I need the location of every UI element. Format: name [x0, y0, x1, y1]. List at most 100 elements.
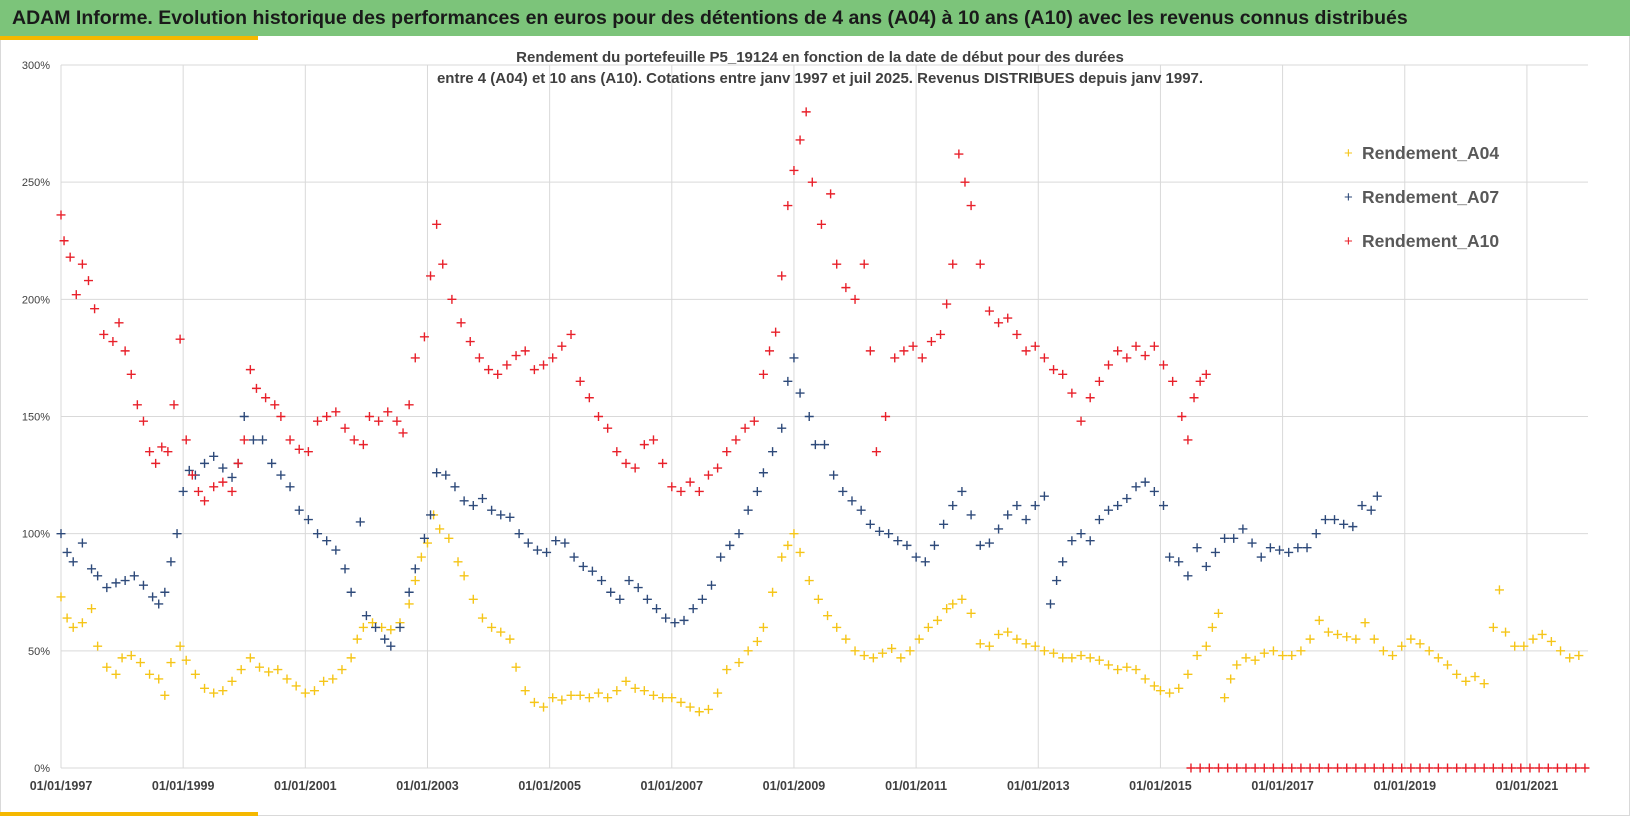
data-point [932, 615, 942, 625]
data-point [865, 519, 875, 529]
data-point [1201, 369, 1211, 379]
data-point [1039, 646, 1049, 656]
data-point [477, 494, 487, 504]
data-point [722, 447, 732, 457]
data-point [639, 440, 649, 450]
data-point [630, 683, 640, 693]
data-point [1552, 763, 1562, 773]
data-point [1131, 665, 1141, 675]
data-point [1003, 627, 1013, 637]
data-point [594, 688, 604, 698]
data-point [1443, 660, 1453, 670]
data-point [569, 552, 579, 562]
data-point [994, 524, 1004, 534]
data-point [703, 470, 713, 480]
data-point [468, 501, 478, 511]
data-point [303, 515, 313, 525]
data-point [758, 369, 768, 379]
data-point [789, 165, 799, 175]
data-point [129, 571, 139, 581]
data-point [820, 440, 829, 450]
data-point [1497, 763, 1507, 773]
data-point [83, 276, 93, 286]
data-point [551, 536, 561, 546]
data-point [1165, 688, 1175, 698]
data-point [1501, 627, 1511, 637]
data-point [1406, 634, 1416, 644]
data-point [62, 613, 72, 623]
data-point [172, 529, 182, 539]
data-point [1278, 651, 1288, 661]
x-tick-label: 01/01/2013 [1007, 779, 1070, 793]
data-point [209, 451, 219, 461]
data-point [294, 505, 304, 515]
data-point [422, 538, 432, 548]
data-point [1265, 543, 1275, 553]
data-point [1131, 341, 1141, 351]
x-tick-label: 01/01/2017 [1251, 779, 1314, 793]
data-point [151, 458, 161, 468]
data-point [743, 646, 753, 656]
data-point [1293, 543, 1303, 553]
data-point [1104, 360, 1114, 370]
data-point [1177, 412, 1187, 421]
data-point [1192, 543, 1202, 553]
data-point [911, 552, 921, 562]
data-point [1433, 653, 1443, 663]
data-point [1556, 646, 1566, 656]
data-point [603, 423, 613, 433]
legend-label-a10: Rendement_A10 [1362, 231, 1499, 251]
data-point [383, 407, 393, 417]
data-point [1342, 632, 1352, 642]
data-point [1168, 376, 1178, 386]
data-point [477, 613, 487, 623]
data-point [313, 529, 323, 539]
data-point [1003, 510, 1013, 520]
data-point [1287, 651, 1297, 661]
data-point [905, 646, 915, 656]
data-point [1388, 651, 1398, 661]
legend-item-a07: + Rendement_A07 [1344, 187, 1499, 207]
data-point [1302, 543, 1312, 553]
data-point [948, 259, 958, 269]
data-point [1470, 763, 1480, 773]
data-point [597, 576, 607, 586]
data-point [209, 688, 219, 698]
data-point [187, 470, 197, 480]
data-point [1220, 693, 1230, 703]
horizontal-gridlines [60, 64, 1588, 769]
data-point [1311, 529, 1321, 539]
data-point [456, 318, 466, 328]
x-tick-label: 01/01/2021 [1496, 779, 1559, 793]
data-point [1259, 648, 1269, 658]
data-point [193, 486, 203, 496]
data-point [1003, 313, 1013, 323]
legend-item-a10: + Rendement_A10 [1344, 231, 1499, 251]
data-point [1443, 763, 1453, 773]
data-point [361, 611, 371, 621]
data-point [355, 517, 365, 527]
data-point [459, 571, 469, 581]
data-point [392, 416, 402, 426]
data-point [584, 693, 594, 703]
data-point [606, 587, 616, 597]
data-point [1562, 763, 1572, 773]
data-point [685, 702, 695, 712]
y-tick-label: 50% [28, 646, 50, 658]
data-point [1195, 376, 1205, 386]
y-axis-ticks: 0% 50% 100% 150% 200% 250% 300% [22, 60, 50, 775]
data-point [603, 693, 613, 703]
data-point [511, 662, 521, 672]
data-point [352, 634, 362, 644]
data-point [826, 189, 836, 199]
chart-title-line-1: Rendement du portefeuille P5_19124 en fo… [516, 49, 1124, 66]
accent-bar-bottom [0, 812, 258, 816]
data-point [966, 510, 976, 520]
data-point [633, 583, 643, 593]
data-point [758, 468, 768, 478]
data-point [1149, 681, 1159, 691]
data-point [273, 665, 283, 675]
x-tick-label: 01/01/2007 [641, 779, 704, 793]
data-point [404, 599, 414, 609]
